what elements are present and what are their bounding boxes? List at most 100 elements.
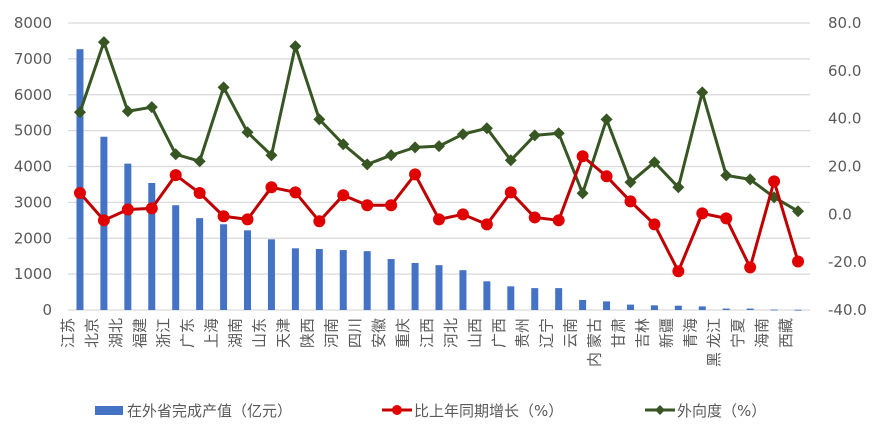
bar bbox=[244, 230, 252, 310]
data-point bbox=[504, 186, 517, 199]
data-point bbox=[744, 173, 757, 186]
data-point bbox=[145, 202, 158, 215]
svg-text:广西: 广西 bbox=[490, 318, 508, 348]
left-tick-label: 5000 bbox=[14, 122, 52, 140]
data-point bbox=[121, 105, 134, 118]
svg-text:安徽: 安徽 bbox=[370, 318, 388, 348]
data-point bbox=[648, 218, 661, 231]
data-point bbox=[313, 113, 326, 126]
category-label: 四川 bbox=[346, 318, 364, 348]
data-point bbox=[265, 149, 278, 162]
right-tick-label: 0.0 bbox=[828, 205, 852, 223]
data-point bbox=[409, 141, 422, 154]
data-point bbox=[289, 40, 302, 53]
bar bbox=[411, 263, 419, 310]
bar bbox=[76, 49, 84, 310]
svg-text:福建: 福建 bbox=[131, 318, 149, 348]
bar bbox=[531, 288, 539, 310]
right-axis: -40.0 -20.0 0.0 20.0 40.0 60.0 80.0 bbox=[828, 14, 867, 319]
category-label: 河南 bbox=[322, 318, 340, 348]
svg-text:青海: 青海 bbox=[681, 318, 699, 348]
data-point bbox=[552, 214, 565, 227]
legend-label: 外向度（%） bbox=[677, 401, 767, 420]
bar bbox=[148, 183, 156, 310]
data-point bbox=[456, 128, 469, 141]
svg-text:河南: 河南 bbox=[322, 318, 340, 348]
data-point bbox=[361, 199, 374, 212]
data-point bbox=[792, 255, 805, 268]
svg-text:河北: 河北 bbox=[442, 318, 460, 348]
bar bbox=[315, 249, 323, 310]
data-point bbox=[768, 175, 781, 188]
category-label: 甘肃 bbox=[609, 318, 627, 348]
category-label: 新疆 bbox=[657, 318, 675, 348]
data-point bbox=[696, 207, 709, 220]
svg-text:吉林: 吉林 bbox=[633, 318, 651, 348]
bar bbox=[770, 309, 778, 311]
bar bbox=[722, 308, 730, 310]
svg-text:甘肃: 甘肃 bbox=[609, 318, 627, 348]
data-point bbox=[313, 215, 326, 228]
data-point bbox=[337, 189, 350, 202]
data-point bbox=[217, 210, 230, 223]
data-point bbox=[337, 138, 350, 151]
data-point bbox=[672, 265, 685, 278]
data-point bbox=[385, 199, 398, 212]
data-point bbox=[528, 211, 541, 224]
category-label: 贵州 bbox=[514, 318, 532, 348]
bar bbox=[746, 308, 754, 310]
category-label: 天津 bbox=[274, 318, 292, 348]
right-tick-label: 40.0 bbox=[828, 110, 861, 128]
left-tick-label: 4000 bbox=[14, 158, 52, 176]
legend-item-growth: 比上年同期增长（%） bbox=[382, 395, 563, 425]
left-tick-label: 7000 bbox=[14, 50, 52, 68]
data-point bbox=[217, 81, 230, 94]
legend-label: 在外省完成产值（亿元） bbox=[127, 401, 293, 420]
svg-text:四川: 四川 bbox=[346, 318, 364, 348]
bar bbox=[650, 305, 658, 310]
data-point bbox=[97, 36, 110, 49]
data-point bbox=[361, 158, 374, 171]
data-point bbox=[385, 149, 398, 162]
svg-text:贵州: 贵州 bbox=[514, 318, 532, 348]
data-point bbox=[504, 154, 517, 167]
svg-text:湖南: 湖南 bbox=[227, 318, 245, 348]
bar bbox=[172, 205, 180, 310]
category-label: 湖南 bbox=[227, 318, 245, 348]
category-label: 山东 bbox=[250, 318, 268, 348]
bar bbox=[196, 218, 204, 310]
data-point bbox=[696, 86, 709, 99]
category-label: 云南 bbox=[562, 318, 580, 348]
legend-item-outward: 外向度（%） bbox=[645, 395, 766, 425]
bar bbox=[555, 288, 563, 310]
data-point bbox=[73, 187, 86, 200]
bar bbox=[387, 259, 395, 310]
data-point bbox=[744, 261, 757, 274]
bar bbox=[267, 239, 275, 310]
category-label: 重庆 bbox=[394, 318, 412, 348]
category-label: 山西 bbox=[466, 318, 484, 348]
category-label: 上海 bbox=[203, 318, 221, 348]
svg-text:云南: 云南 bbox=[562, 318, 580, 348]
data-point bbox=[600, 113, 613, 126]
data-point bbox=[480, 218, 493, 231]
legend-item-output: 在外省完成产值（亿元） bbox=[95, 395, 292, 425]
data-point bbox=[600, 170, 613, 183]
data-point bbox=[289, 186, 302, 199]
right-tick-label: -40.0 bbox=[828, 301, 867, 319]
svg-text:黑: 黑 bbox=[705, 352, 723, 367]
left-tick-label: 1000 bbox=[14, 265, 52, 283]
data-point bbox=[409, 168, 422, 181]
svg-text:江西: 江西 bbox=[418, 318, 436, 348]
data-point bbox=[456, 208, 469, 221]
svg-text:西藏: 西藏 bbox=[777, 318, 795, 348]
category-label: 海南 bbox=[753, 318, 771, 348]
data-point bbox=[720, 169, 733, 182]
data-point bbox=[433, 140, 445, 153]
data-point bbox=[624, 176, 637, 189]
left-tick-label: 2000 bbox=[14, 229, 52, 247]
data-point bbox=[241, 213, 254, 226]
svg-text:内: 内 bbox=[586, 352, 604, 367]
svg-text:浙江: 浙江 bbox=[155, 318, 173, 348]
line-series-growth bbox=[73, 150, 805, 278]
